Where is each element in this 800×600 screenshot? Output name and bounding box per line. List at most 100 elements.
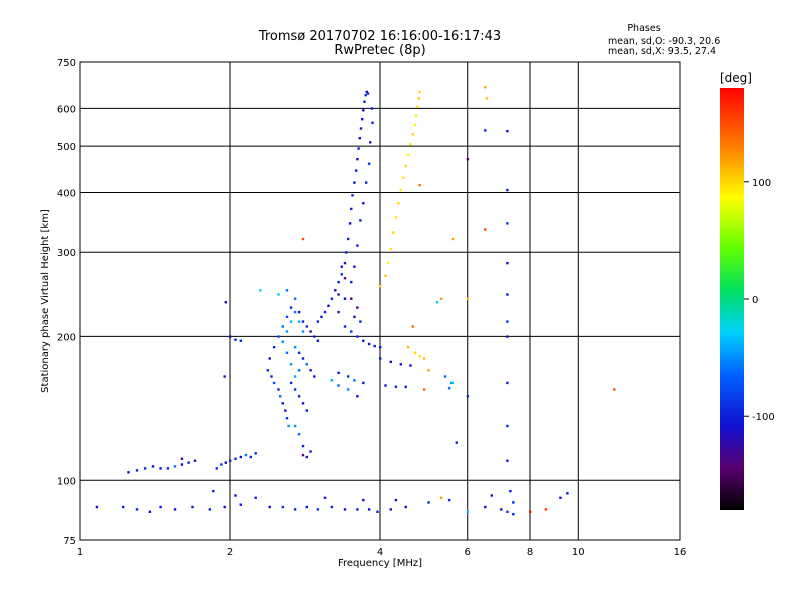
data-point xyxy=(362,202,365,205)
data-point xyxy=(224,301,227,304)
data-point xyxy=(451,237,455,241)
data-point xyxy=(506,222,509,225)
data-point xyxy=(143,467,147,470)
data-point xyxy=(359,219,362,222)
data-point xyxy=(411,325,414,328)
data-point xyxy=(323,496,327,499)
data-point xyxy=(279,395,282,398)
data-point xyxy=(389,508,392,511)
x-tick-label-0: 1 xyxy=(77,547,83,558)
data-points xyxy=(95,86,616,516)
data-point xyxy=(305,363,308,366)
data-point xyxy=(305,409,308,412)
data-point xyxy=(289,320,293,323)
data-point xyxy=(316,339,320,342)
data-point xyxy=(404,385,407,388)
data-point xyxy=(417,97,420,100)
y-tick-label-5: 500 xyxy=(57,142,76,153)
data-point xyxy=(422,357,426,360)
data-point xyxy=(289,306,293,309)
data-point xyxy=(506,130,509,133)
y-tick-label-0: 75 xyxy=(63,536,76,547)
data-point xyxy=(340,273,343,276)
data-point xyxy=(356,306,359,309)
data-point xyxy=(229,459,232,462)
y-tick-label-7: 750 xyxy=(57,58,76,69)
data-point xyxy=(135,469,139,472)
data-point xyxy=(509,489,512,493)
data-point xyxy=(337,310,340,314)
data-point xyxy=(418,90,421,94)
data-point xyxy=(355,169,358,172)
phases-o-line: mean, sd,O: -90.3, 20.6 xyxy=(608,36,720,47)
data-point xyxy=(466,510,470,513)
data-point xyxy=(413,351,417,354)
data-point xyxy=(485,97,489,100)
data-point xyxy=(418,355,421,358)
data-point xyxy=(484,505,487,509)
data-point xyxy=(281,505,284,509)
data-point xyxy=(293,310,297,314)
data-point xyxy=(506,424,509,428)
data-point xyxy=(351,194,354,197)
data-point xyxy=(392,231,395,234)
x-tick-label-4: 8 xyxy=(527,547,533,558)
data-point xyxy=(224,461,227,464)
x-tick-label-2: 4 xyxy=(377,547,383,558)
data-point xyxy=(327,304,330,307)
colorbar-ticks: 100 0 -100 xyxy=(744,178,775,423)
data-point xyxy=(506,188,509,192)
data-point xyxy=(345,251,348,254)
data-point xyxy=(350,207,353,211)
data-point xyxy=(399,188,402,192)
data-point xyxy=(293,508,297,511)
data-point xyxy=(348,222,352,225)
data-point xyxy=(427,369,430,372)
data-point xyxy=(409,143,412,146)
data-point xyxy=(330,505,334,509)
data-point xyxy=(293,424,297,428)
data-point xyxy=(427,501,430,504)
data-point xyxy=(389,360,392,364)
data-point xyxy=(353,181,356,184)
data-point xyxy=(301,330,305,333)
data-point xyxy=(416,105,419,108)
data-point xyxy=(364,93,367,97)
data-point xyxy=(490,494,493,497)
data-point xyxy=(350,297,353,300)
data-point xyxy=(187,461,190,464)
data-point xyxy=(413,123,417,126)
data-point xyxy=(148,510,152,513)
data-point xyxy=(362,109,365,112)
data-point xyxy=(559,496,562,499)
data-point xyxy=(356,158,359,161)
data-point xyxy=(506,335,509,338)
data-point xyxy=(309,450,312,453)
data-point xyxy=(367,162,371,165)
data-point xyxy=(301,444,305,448)
data-point xyxy=(212,489,215,493)
y-tick-labels: 75 100 200 300 400 500 600 750 xyxy=(57,58,76,547)
data-point xyxy=(484,86,487,89)
data-point xyxy=(340,265,343,268)
data-point xyxy=(320,315,323,318)
data-point xyxy=(500,508,503,511)
data-point xyxy=(249,455,252,459)
y-tick-label-2: 200 xyxy=(57,332,76,343)
data-point xyxy=(287,424,290,428)
data-point xyxy=(254,452,257,455)
data-point xyxy=(359,320,362,323)
data-point xyxy=(397,202,400,205)
data-point xyxy=(367,342,371,346)
data-point xyxy=(293,388,297,391)
data-point xyxy=(435,301,439,304)
data-point xyxy=(289,363,293,366)
data-point xyxy=(347,237,350,241)
data-point xyxy=(268,357,271,360)
data-point xyxy=(443,375,447,378)
data-point xyxy=(223,505,226,509)
data-point xyxy=(337,293,340,296)
data-point xyxy=(122,505,125,509)
data-point xyxy=(356,395,359,398)
data-point xyxy=(159,467,162,470)
